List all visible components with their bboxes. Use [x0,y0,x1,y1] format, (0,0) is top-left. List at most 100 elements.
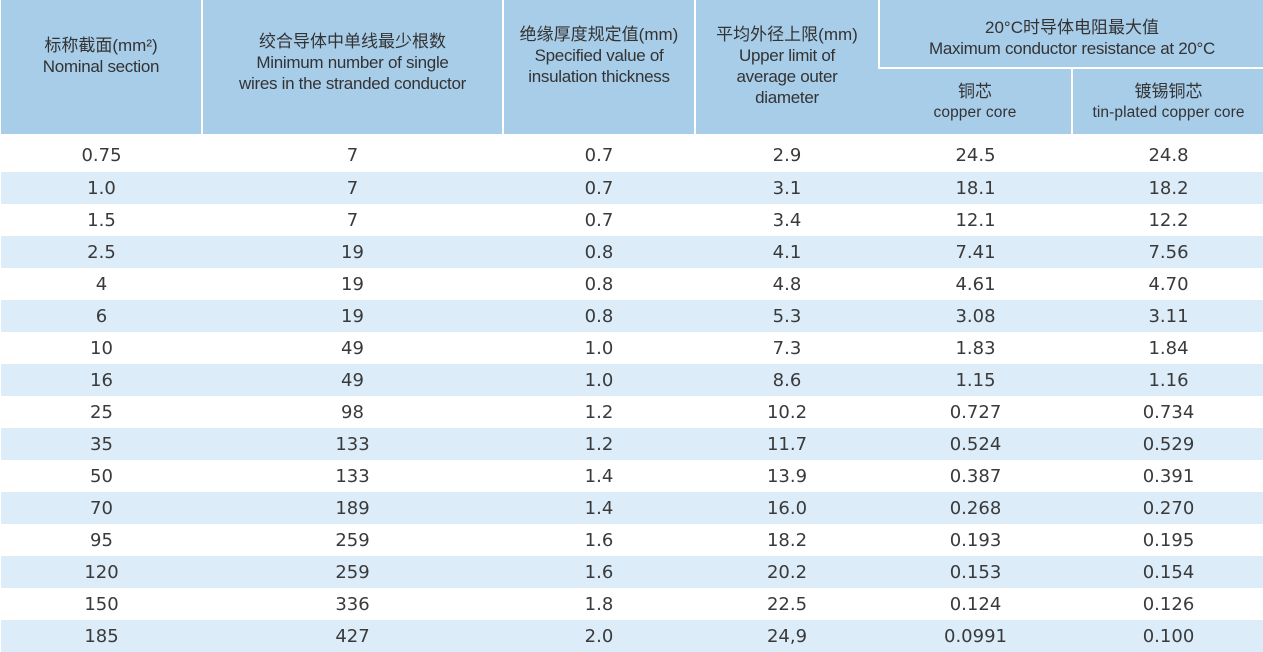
cell-min-wires: 98 [341,401,364,423]
cell-min-wires: 19 [202,236,503,268]
cell-min-wires: 336 [335,593,370,615]
cell-insulation: 0.7 [503,172,695,204]
cell-nominal-section: 10 [90,337,113,359]
cell-tinned-resistance: 1.84 [1148,337,1189,359]
cell-insulation: 1.0 [503,364,695,396]
cell-copper-resistance: 0.124 [949,593,1002,615]
cell-min-wires: 49 [341,337,364,359]
cell-tinned-resistance: 0.734 [1142,401,1195,423]
cell-tinned-resistance: 1.16 [1072,364,1263,396]
cell-nominal-section: 4 [95,273,108,295]
cell-nominal-section: 2.5 [1,236,202,268]
cell-copper-resistance: 1.15 [879,364,1072,396]
cell-outer-diameter: 3.4 [772,209,802,231]
cell-outer-diameter: 4.8 [772,273,802,295]
cell-insulation: 0.8 [503,300,695,332]
cell-outer-diameter: 4.1 [695,236,879,268]
cell-nominal-section: 35 [1,428,202,460]
cell-outer-diameter: 24,9 [695,620,879,652]
table-header: 标称截面(mm²) Nominal section 绞合导体中单线最少根数 Mi… [1,0,1263,134]
header-outer-en-1: Upper limit of [739,46,835,65]
cell-outer-diameter: 5.3 [695,300,879,332]
header-wires-en-1: Minimum number of single [256,53,449,72]
cell-copper-resistance: 0.727 [949,401,1002,423]
cell-insulation: 0.7 [584,144,614,166]
cell-outer-diameter: 7.3 [772,337,802,359]
cell-nominal-section: 6 [1,300,202,332]
cell-nominal-section: 120 [1,556,202,588]
cell-tinned-resistance: 7.56 [1072,236,1263,268]
header-wires-en-2: wires in the stranded conductor [239,74,466,93]
header-outer-zh: 平均外径上限(mm) [716,25,858,44]
table-row: 120 259 1.6 20.2 0.153 0.154 [1,556,1263,588]
cell-min-wires: 427 [202,620,503,652]
cell-nominal-section: 25 [90,401,113,423]
cell-tinned-resistance: 0.100 [1072,620,1263,652]
header-resistance-en: Maximum conductor resistance at 20°C [928,39,1216,58]
cell-outer-diameter: 20.2 [695,556,879,588]
cell-min-wires: 7 [202,172,503,204]
cell-tinned-resistance: 24.8 [1148,144,1189,166]
table-row: 95 259 1.6 18.2 0.193 0.195 [1,524,1263,556]
cell-insulation: 0.8 [584,273,614,295]
table-row: 4 19 0.8 4.8 4.61 4.70 [1,268,1263,300]
cell-min-wires: 259 [202,556,503,588]
cell-outer-diameter: 16.0 [695,492,879,524]
cell-nominal-section: 1.0 [1,172,202,204]
cell-copper-resistance: 3.08 [879,300,1072,332]
cell-insulation: 1.0 [584,337,614,359]
cell-insulation: 1.2 [503,428,695,460]
cell-nominal-section: 95 [90,529,113,551]
table-row: 10 49 1.0 7.3 1.83 1.84 [1,332,1263,364]
cell-nominal-section: 0.75 [81,144,122,166]
cell-insulation: 2.0 [503,620,695,652]
header-insulation-thickness: 绝缘厚度规定值(mm) Specified value of insulatio… [502,0,695,134]
header-insulation-zh: 绝缘厚度规定值(mm) [519,25,679,44]
table-row: 2.5 19 0.8 4.1 7.41 7.56 [1,236,1263,268]
cell-copper-resistance: 24.5 [955,144,996,166]
table-row: 6 19 0.8 5.3 3.08 3.11 [1,300,1263,332]
cell-tinned-resistance: 18.2 [1072,172,1263,204]
header-copper-zh: 铜芯 [958,82,992,101]
cell-copper-resistance: 12.1 [955,209,996,231]
cell-insulation: 1.8 [584,593,614,615]
cell-insulation: 1.6 [584,529,614,551]
cell-insulation: 1.2 [584,401,614,423]
cell-tinned-resistance: 0.195 [1142,529,1195,551]
cell-copper-resistance: 18.1 [879,172,1072,204]
cell-outer-diameter: 8.6 [695,364,879,396]
header-max-resistance: 20°C时导体电阻最大值 Maximum conductor resistanc… [878,0,1263,69]
cell-nominal-section: 150 [84,593,119,615]
table-row: 185 427 2.0 24,9 0.0991 0.100 [1,620,1263,652]
cell-outer-diameter: 22.5 [766,593,808,615]
cell-tinned-resistance: 4.70 [1148,273,1189,295]
cell-insulation: 0.8 [503,236,695,268]
table-row: 1.0 7 0.7 3.1 18.1 18.2 [1,172,1263,204]
table-row: 50 133 1.4 13.9 0.387 0.391 [1,460,1263,492]
cell-tinned-resistance: 0.154 [1072,556,1263,588]
cell-outer-diameter: 10.2 [766,401,808,423]
header-min-wires: 绞合导体中单线最少根数 Minimum number of single wir… [201,0,503,134]
cell-nominal-section: 70 [1,492,202,524]
cell-min-wires: 7 [346,144,359,166]
cell-outer-diameter: 2.9 [772,144,802,166]
table-row: 16 49 1.0 8.6 1.15 1.16 [1,364,1263,396]
cell-min-wires: 189 [202,492,503,524]
header-copper-en: copper core [933,104,1017,121]
cell-copper-resistance: 0.153 [879,556,1072,588]
cell-min-wires: 259 [335,529,370,551]
header-nominal-zh: 标称截面(mm²) [44,36,158,55]
table-row: 35 133 1.2 11.7 0.524 0.529 [1,428,1263,460]
header-outer-en-3: diameter [755,88,819,107]
header-nominal-en: Nominal section [42,57,160,76]
cell-insulation: 1.4 [584,465,614,487]
cell-tinned-resistance: 3.11 [1072,300,1263,332]
cell-copper-resistance: 7.41 [879,236,1072,268]
header-copper-core: 铜芯 copper core [879,68,1072,134]
cell-min-wires: 49 [202,364,503,396]
cell-insulation: 1.4 [503,492,695,524]
header-tinned-zh: 镀锡铜芯 [1134,82,1203,101]
header-resistance-zh: 20°C时导体电阻最大值 [985,18,1159,37]
cell-nominal-section: 50 [90,465,113,487]
